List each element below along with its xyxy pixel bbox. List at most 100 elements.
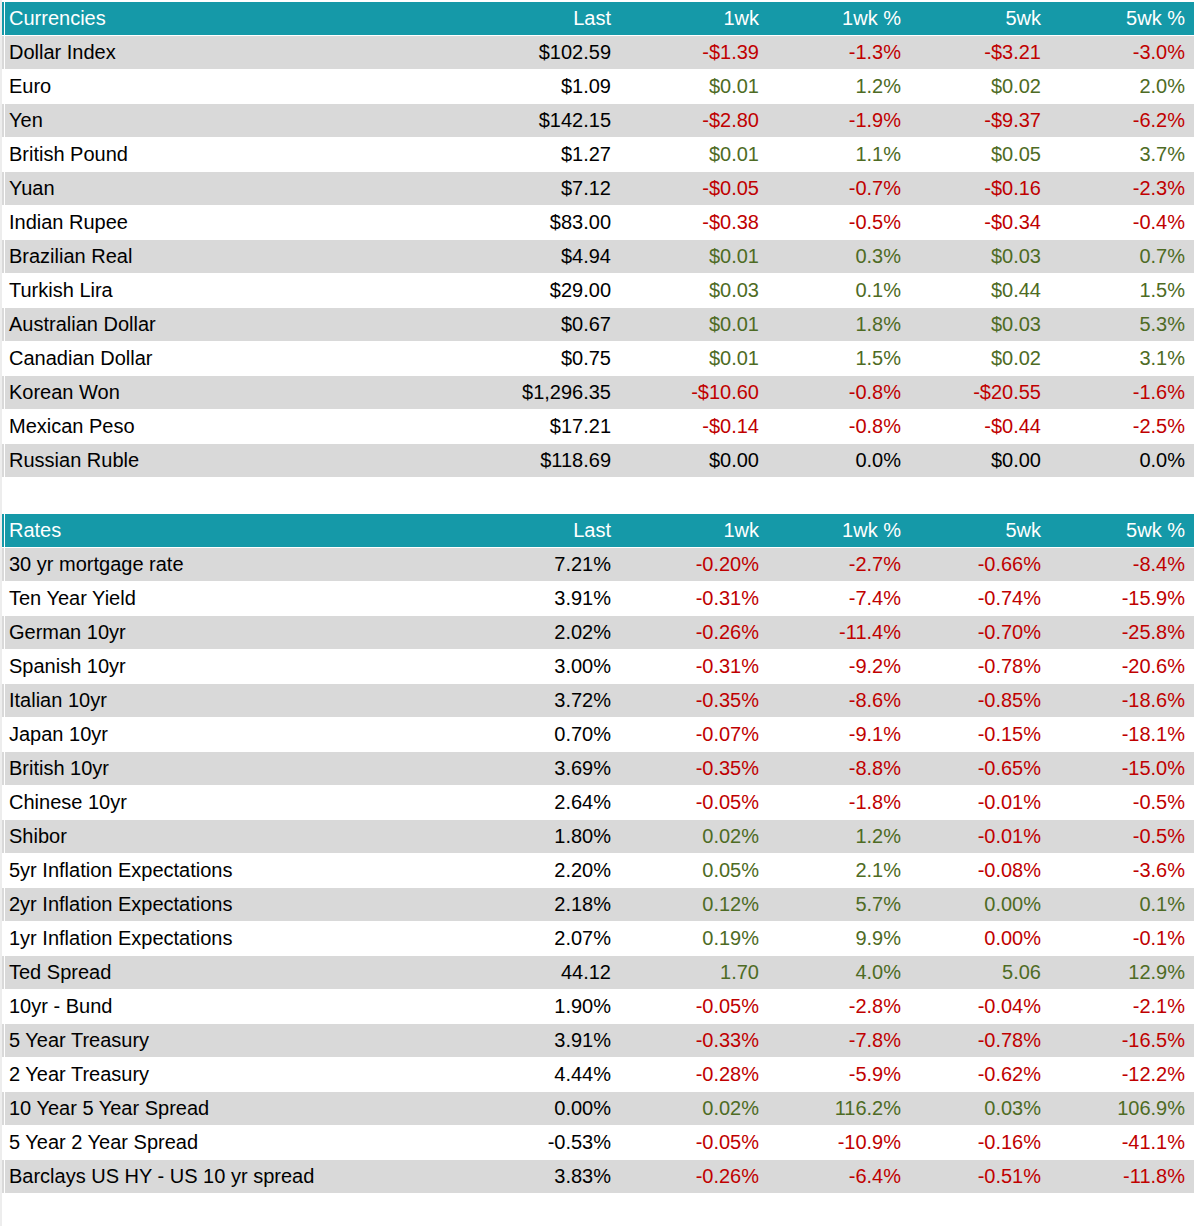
cell-1wk-pct: 9.9%: [768, 927, 910, 950]
cell-1wk-pct: -7.4%: [768, 587, 910, 610]
cell-5wk-pct: -18.1%: [1050, 723, 1194, 746]
cell-last: $7.12: [470, 177, 620, 200]
row-label: 5yr Inflation Expectations: [0, 859, 470, 882]
cell-5wk-pct: -0.5%: [1050, 825, 1194, 848]
cell-5wk-pct: 2.0%: [1050, 75, 1194, 98]
table-row: 5 Year Treasury3.91%-0.33%-7.8%-0.78%-16…: [0, 1024, 1194, 1058]
cell-1wk: -$1.39: [620, 41, 768, 64]
cell-5wk-pct: -2.1%: [1050, 995, 1194, 1018]
cell-1wk-pct: 2.1%: [768, 859, 910, 882]
cell-5wk: -0.74%: [910, 587, 1050, 610]
left-edge-column: [0, 0, 2, 1226]
row-label: Russian Ruble: [0, 449, 470, 472]
cell-5wk: -0.15%: [910, 723, 1050, 746]
row-label: Ten Year Yield: [0, 587, 470, 610]
cell-last: $0.67: [470, 313, 620, 336]
cell-1wk: -$10.60: [620, 381, 768, 404]
cell-5wk-pct: -0.5%: [1050, 791, 1194, 814]
table-row: Indian Rupee$83.00-$0.38-0.5%-$0.34-0.4%: [0, 206, 1194, 240]
cell-5wk: -$20.55: [910, 381, 1050, 404]
cell-5wk-pct: -16.5%: [1050, 1029, 1194, 1052]
cell-1wk: -0.35%: [620, 757, 768, 780]
cell-1wk: -$0.14: [620, 415, 768, 438]
cell-1wk-pct: -6.4%: [768, 1165, 910, 1188]
currencies-section: Currencies Last 1wk 1wk % 5wk 5wk % Doll…: [0, 2, 1194, 478]
cell-last: 2.02%: [470, 621, 620, 644]
cell-1wk-pct: 1.5%: [768, 347, 910, 370]
cell-1wk-pct: -0.7%: [768, 177, 910, 200]
cell-5wk-pct: -3.6%: [1050, 859, 1194, 882]
table-row: Yen$142.15-$2.80-1.9%-$9.37-6.2%: [0, 104, 1194, 138]
cell-1wk-pct: 0.1%: [768, 279, 910, 302]
cell-5wk-pct: 0.1%: [1050, 893, 1194, 916]
cell-5wk: 5.06: [910, 961, 1050, 984]
column-header-1wk: 1wk: [620, 7, 768, 30]
cell-5wk: $0.02: [910, 347, 1050, 370]
cell-1wk: -0.28%: [620, 1063, 768, 1086]
cell-5wk: -0.85%: [910, 689, 1050, 712]
cell-5wk-pct: 3.7%: [1050, 143, 1194, 166]
currencies-rows: Dollar Index$102.59-$1.39-1.3%-$3.21-3.0…: [0, 36, 1194, 478]
row-label: 2yr Inflation Expectations: [0, 893, 470, 916]
cell-1wk: $0.01: [620, 347, 768, 370]
cell-5wk: $0.05: [910, 143, 1050, 166]
row-label: British 10yr: [0, 757, 470, 780]
cell-1wk-pct: -9.2%: [768, 655, 910, 678]
row-label: 5 Year Treasury: [0, 1029, 470, 1052]
column-header-1wk-pct: 1wk %: [768, 7, 910, 30]
cell-last: $1,296.35: [470, 381, 620, 404]
cell-last: 3.91%: [470, 1029, 620, 1052]
cell-last: 4.44%: [470, 1063, 620, 1086]
row-label: Yuan: [0, 177, 470, 200]
cell-1wk-pct: 1.8%: [768, 313, 910, 336]
cell-1wk: -0.07%: [620, 723, 768, 746]
cell-1wk-pct: -1.8%: [768, 791, 910, 814]
cell-1wk-pct: -0.8%: [768, 381, 910, 404]
cell-5wk: -0.65%: [910, 757, 1050, 780]
cell-1wk: -0.26%: [620, 621, 768, 644]
cell-5wk: -$0.34: [910, 211, 1050, 234]
cell-1wk: -$2.80: [620, 109, 768, 132]
cell-1wk-pct: 5.7%: [768, 893, 910, 916]
cell-1wk: -0.33%: [620, 1029, 768, 1052]
column-header-last: Last: [470, 7, 620, 30]
cell-5wk-pct: -0.4%: [1050, 211, 1194, 234]
cell-last: 2.18%: [470, 893, 620, 916]
cell-last: $4.94: [470, 245, 620, 268]
cell-1wk: -0.05%: [620, 1131, 768, 1154]
cell-5wk: -0.51%: [910, 1165, 1050, 1188]
row-label: Spanish 10yr: [0, 655, 470, 678]
row-label: 10 Year 5 Year Spread: [0, 1097, 470, 1120]
cell-1wk-pct: -5.9%: [768, 1063, 910, 1086]
cell-5wk: -$0.16: [910, 177, 1050, 200]
rates-header-row: Rates Last 1wk 1wk % 5wk 5wk %: [0, 514, 1194, 548]
cell-1wk: -$0.38: [620, 211, 768, 234]
section-title: Rates: [0, 519, 470, 542]
table-row: 1yr Inflation Expectations2.07%0.19%9.9%…: [0, 922, 1194, 956]
cell-last: 0.70%: [470, 723, 620, 746]
cell-1wk-pct: -7.8%: [768, 1029, 910, 1052]
cell-1wk: $0.01: [620, 75, 768, 98]
cell-5wk: -0.04%: [910, 995, 1050, 1018]
cell-last: $1.09: [470, 75, 620, 98]
cell-last: 2.20%: [470, 859, 620, 882]
cell-last: 3.69%: [470, 757, 620, 780]
cell-last: $1.27: [470, 143, 620, 166]
cell-1wk: $0.00: [620, 449, 768, 472]
cell-last: 1.90%: [470, 995, 620, 1018]
currencies-header-row: Currencies Last 1wk 1wk % 5wk 5wk %: [0, 2, 1194, 36]
column-header-5wk-pct: 5wk %: [1050, 7, 1194, 30]
cell-5wk: $0.02: [910, 75, 1050, 98]
row-label: German 10yr: [0, 621, 470, 644]
cell-1wk-pct: -0.5%: [768, 211, 910, 234]
row-label: Japan 10yr: [0, 723, 470, 746]
table-row: Dollar Index$102.59-$1.39-1.3%-$3.21-3.0…: [0, 36, 1194, 70]
cell-1wk: $0.01: [620, 245, 768, 268]
cell-last: 3.83%: [470, 1165, 620, 1188]
cell-5wk: $0.44: [910, 279, 1050, 302]
cell-1wk-pct: 0.0%: [768, 449, 910, 472]
row-label: Turkish Lira: [0, 279, 470, 302]
row-label: 2 Year Treasury: [0, 1063, 470, 1086]
row-label: Australian Dollar: [0, 313, 470, 336]
row-label: British Pound: [0, 143, 470, 166]
